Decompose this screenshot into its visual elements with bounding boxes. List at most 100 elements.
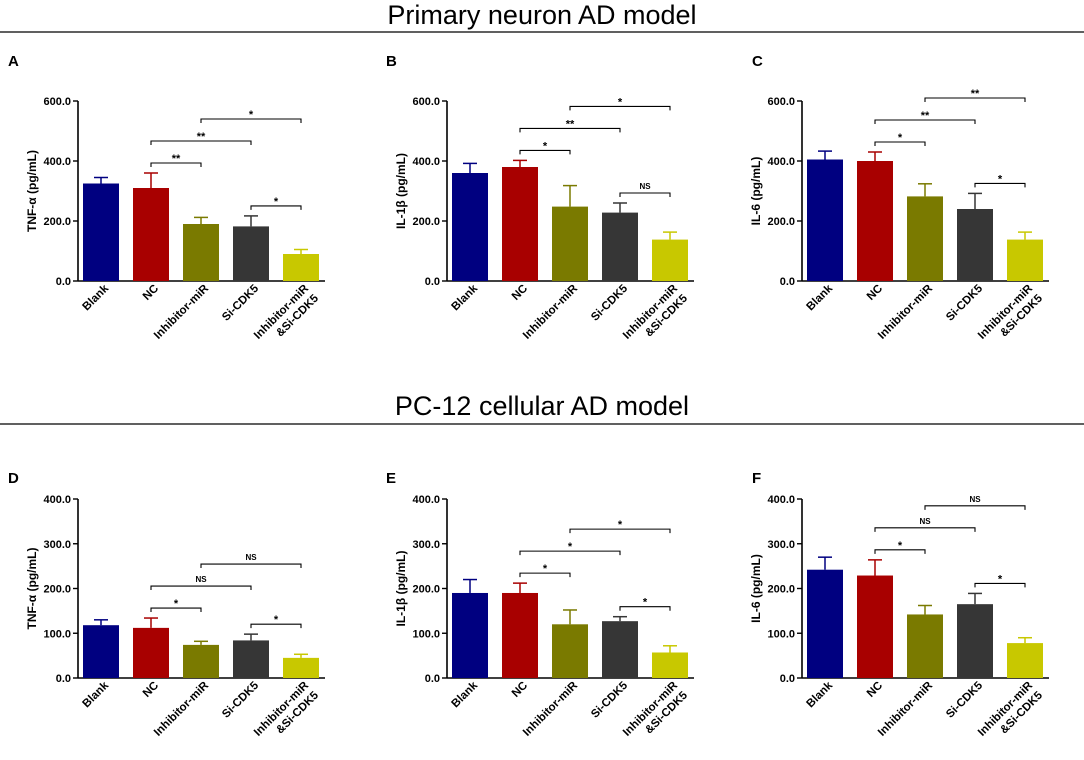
- significance-bracket: [874, 141, 926, 146]
- significance-bracket: [974, 182, 1026, 188]
- bar: [602, 212, 638, 281]
- bar: [183, 224, 219, 281]
- significance-label: **: [197, 131, 206, 143]
- bar: [857, 575, 893, 678]
- y-tick-label: 200.0: [767, 216, 795, 228]
- chart-panel-f: F IL-6 (pg/mL) 0.0 100.0 200.0 300.0 400.0 Blan…: [749, 470, 1049, 748]
- bar: [1007, 239, 1043, 281]
- significance-label: **: [971, 88, 980, 100]
- significance-label: NS: [639, 182, 651, 191]
- y-tick-label: 0.0: [780, 276, 795, 288]
- panel-letter: C: [752, 53, 763, 70]
- bar: [552, 624, 588, 678]
- bar: [907, 614, 943, 678]
- x-category-label: Si-CDK5: [944, 679, 985, 720]
- x-category-label: Blank: [804, 282, 835, 313]
- x-category-label: NC: [141, 680, 161, 700]
- significance-label: NS: [919, 517, 931, 526]
- panel-letter: F: [752, 470, 761, 487]
- significance-bracket: [874, 119, 976, 124]
- significance-label: **: [172, 153, 181, 165]
- significance-bracket: [874, 527, 976, 532]
- y-tick-label: 400.0: [43, 494, 71, 506]
- y-tick-label: 400.0: [767, 156, 795, 168]
- section-title-primary: Primary neuron AD model: [387, 0, 696, 30]
- bar: [502, 592, 538, 678]
- significance-bracket: [150, 140, 252, 145]
- x-category-label: Si-CDK5: [944, 282, 985, 323]
- y-axis-label: TNF-α (pg/mL): [25, 150, 39, 232]
- bar: [957, 604, 993, 678]
- bar: [183, 644, 219, 678]
- bar: [83, 625, 119, 678]
- x-category-label: Blank: [804, 679, 835, 710]
- significance-label: *: [643, 597, 648, 609]
- significance-bracket: [519, 127, 621, 133]
- bar: [652, 239, 688, 281]
- significance-bracket: [150, 607, 202, 613]
- y-tick-label: 100.0: [412, 628, 440, 640]
- bar: [452, 173, 488, 281]
- significance-bracket: [619, 192, 671, 197]
- significance-bracket: [924, 97, 1026, 102]
- significance-bracket: [200, 118, 302, 123]
- y-tick-label: 600.0: [43, 96, 71, 108]
- x-category-label: NC: [510, 283, 530, 303]
- significance-bracket: [924, 505, 1026, 510]
- x-category-label: Blank: [449, 282, 480, 313]
- y-tick-label: 0.0: [56, 276, 71, 288]
- bar: [233, 226, 269, 281]
- panel-letter: D: [8, 470, 19, 487]
- chart-panel-d: D TNF-α (pg/mL) 0.0 100.0 200.0 300.0 400.0 Bla…: [8, 470, 325, 739]
- y-tick-label: 200.0: [412, 216, 440, 228]
- bar: [283, 657, 319, 678]
- significance-bracket: [250, 205, 302, 210]
- x-category-label: Inhibitor-miR&Si-CDK5: [621, 282, 690, 351]
- bar: [957, 209, 993, 281]
- significance-label: *: [568, 541, 573, 553]
- x-category-label: Blank: [80, 679, 111, 710]
- panel-letter: B: [386, 53, 397, 70]
- significance-bracket: [619, 606, 671, 611]
- significance-label: **: [566, 118, 575, 130]
- y-tick-label: 0.0: [425, 276, 440, 288]
- x-category-label: Si-CDK5: [220, 282, 261, 323]
- y-tick-label: 200.0: [43, 216, 71, 228]
- chart-panel-c: C IL-6 (pg/mL) 0.0 200.0 400.0 600.0 Blank NC In…: [749, 53, 1049, 351]
- x-category-label: Inhibitor-miR&Si-CDK5: [976, 679, 1045, 748]
- significance-bracket: [150, 162, 202, 167]
- x-category-label: Inhibitor-miR&Si-CDK5: [976, 282, 1045, 351]
- bar: [807, 159, 843, 281]
- y-tick-label: 600.0: [767, 96, 795, 108]
- significance-bracket: [519, 572, 571, 578]
- bar: [502, 167, 538, 281]
- significance-label: *: [898, 132, 903, 144]
- y-axis-label: TNF-α (pg/mL): [25, 547, 39, 629]
- y-tick-label: 0.0: [780, 673, 795, 685]
- significance-label: **: [921, 110, 930, 122]
- x-category-label: Blank: [80, 282, 111, 313]
- significance-label: *: [618, 519, 623, 531]
- y-tick-label: 300.0: [412, 539, 440, 551]
- significance-label: NS: [195, 575, 207, 584]
- significance-label: *: [543, 563, 548, 575]
- significance-bracket: [250, 623, 302, 629]
- bar: [1007, 643, 1043, 678]
- y-tick-label: 400.0: [767, 494, 795, 506]
- significance-label: NS: [245, 553, 257, 562]
- y-tick-label: 0.0: [56, 673, 71, 685]
- significance-label: *: [543, 140, 548, 152]
- bar: [857, 161, 893, 281]
- y-tick-label: 200.0: [767, 584, 795, 596]
- x-category-label: NC: [141, 283, 161, 303]
- y-tick-label: 400.0: [412, 156, 440, 168]
- panel-letter: E: [386, 470, 396, 487]
- significance-bracket: [150, 585, 252, 591]
- y-axis-label: IL-6 (pg/mL): [749, 554, 763, 623]
- chart-panel-a: A TNF-α (pg/mL) 0.0 200.0 400.0 600.0 Blank NC I…: [8, 53, 325, 342]
- y-tick-label: 200.0: [412, 584, 440, 596]
- x-category-label: NC: [865, 680, 885, 700]
- y-tick-label: 100.0: [767, 628, 795, 640]
- chart-panel-e: E IL-1β (pg/mL) 0.0 100.0 200.0 300.0 400.0 Bla…: [386, 470, 694, 739]
